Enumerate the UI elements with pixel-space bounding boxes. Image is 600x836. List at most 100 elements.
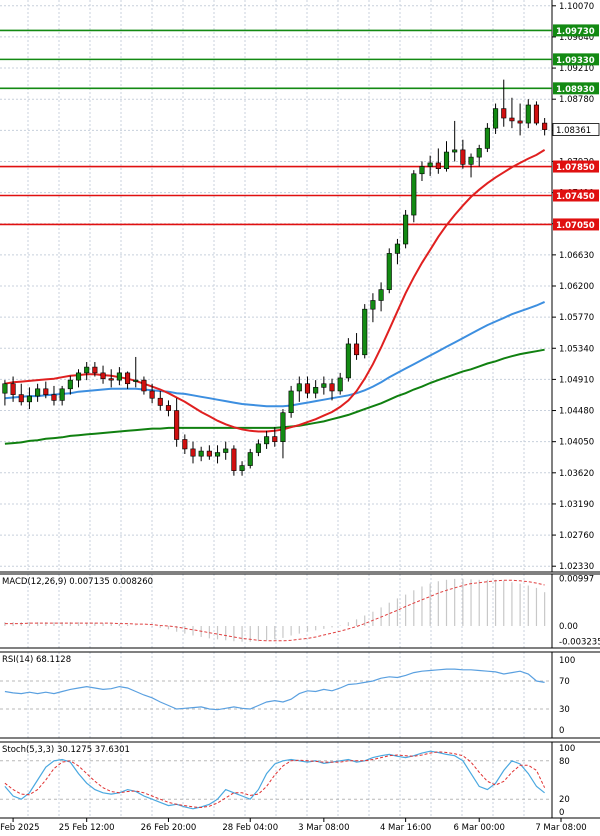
candle-body [92,366,98,374]
candle [493,103,499,134]
time-tick-label: 26 Feb 20:00 [141,823,197,833]
candle [165,400,172,417]
candle [125,371,131,389]
candle [427,155,433,176]
candle-body [321,383,327,388]
level-label: 1.08930 [556,85,595,95]
candle-body [280,412,286,442]
price-tick-label: 1.03190 [559,500,594,510]
stoch-tick-label: 0 [559,808,564,818]
candle [419,161,425,182]
candle [468,153,474,178]
candle [84,362,90,381]
candle-body [370,300,376,310]
candle [10,376,16,402]
time-tick-label: 7 Mar 08:00 [535,823,586,833]
candle [304,376,311,399]
candle-body [288,390,294,414]
candle-body [443,151,450,170]
price-tick-label: 1.03620 [559,469,594,479]
level-label-box [553,160,599,173]
level-label: 1.07050 [556,221,595,231]
candle [435,148,441,174]
candle [190,441,196,464]
current-price-label: 1.08361 [556,126,591,136]
candle-body [509,117,515,122]
candle [403,209,409,249]
candle-body [174,410,180,440]
candle [214,445,221,464]
candle-body [247,452,253,466]
price-tick-label: 1.05770 [559,313,594,323]
price-tick-label: 1.02330 [559,562,594,572]
price-tick-label: 1.08780 [559,95,594,105]
stoch-k-line [4,750,545,810]
candle-body [125,372,131,385]
candle-body [239,465,245,471]
level-label-box [553,218,599,231]
candle-body [18,394,24,403]
candle [182,434,188,454]
candle-body [182,439,188,450]
price-tick-label: 1.04910 [559,375,594,385]
candle-body [403,214,409,245]
macd-tick-label: -0.003235 [559,637,600,647]
candle-body [329,383,335,392]
candle-body [419,166,425,175]
rsi-line [4,668,545,711]
candle [75,369,82,388]
candle-body [345,343,351,379]
candle [542,118,548,136]
candle [239,461,245,476]
candle-body [378,289,384,301]
candle [280,409,286,459]
candle [133,356,139,388]
macd-panel-label: MACD(12,26,9) 0.007135 0.008260 [2,577,153,587]
candle [174,398,180,447]
level-label: 1.09330 [556,56,595,66]
candle-body [542,122,548,130]
price-tick-label: 1.04050 [559,438,594,448]
level-label: 1.07450 [556,192,595,202]
candle [378,282,384,312]
price-tick-label: 1.05340 [559,344,594,354]
candle [157,390,163,411]
candle-body [51,394,57,401]
candle [51,385,57,406]
candle [59,385,65,406]
candle-body [460,149,466,165]
candle [26,387,32,410]
candle-body [190,448,196,457]
level-label-box [553,82,599,95]
rsi-tick-label: 70 [559,677,570,687]
candle-body [304,383,311,394]
candle-body [198,450,204,457]
candle-body [394,243,400,254]
candle-body [493,108,499,129]
grid-layer [0,0,552,818]
candle [411,170,417,223]
candle [100,365,106,384]
candle [141,376,147,395]
level-label-box [553,53,599,66]
candle-body [313,387,319,394]
candle-body [43,388,49,395]
price-tick-label: 1.09210 [559,64,594,74]
price-tick-label: 1.09640 [559,33,594,43]
candle [67,375,73,395]
candle-body [100,372,106,379]
rsi-panel-label: RSI(14) 68.1128 [2,655,71,665]
candle [247,448,253,469]
candle [296,376,302,402]
candle [337,372,343,395]
candle [255,439,261,457]
candle-body [468,156,474,165]
candle [345,338,351,382]
macd-tick-label: 0.00 [559,622,578,632]
candle-body [337,377,343,392]
candle [533,101,540,126]
candle-body [452,149,458,153]
candle [370,293,376,323]
time-tick-label: 25 Feb 12:00 [59,823,115,833]
